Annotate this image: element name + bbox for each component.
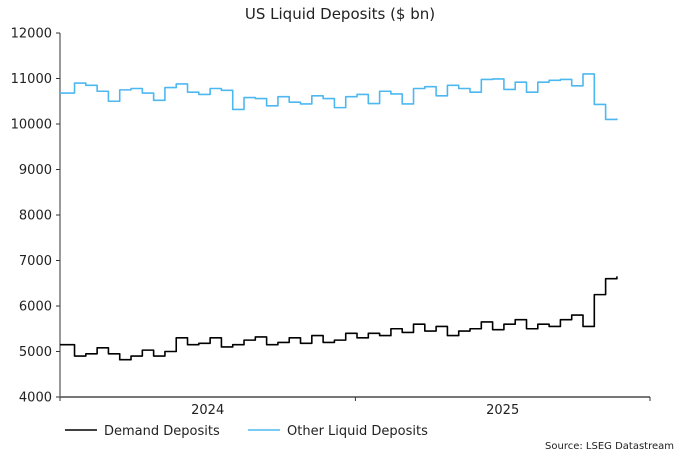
y-tick-label: 4000 — [19, 391, 52, 406]
y-tick-label: 11000 — [11, 72, 52, 87]
plot-area — [60, 73, 618, 361]
legend-label-other: Other Liquid Deposits — [287, 424, 428, 439]
y-tick-label: 8000 — [19, 209, 52, 224]
y-tick-label: 10000 — [11, 118, 52, 133]
x-tick-label: 2024 — [191, 403, 224, 418]
y-tick-label: 5000 — [19, 345, 52, 360]
chart-title: US Liquid Deposits ($ bn) — [245, 5, 435, 23]
x-axis: 2024 2025 — [59, 396, 651, 418]
series-line-other-liquid-deposits — [60, 73, 618, 121]
y-tick-label: 7000 — [19, 254, 52, 269]
y-tick-label: 9000 — [19, 163, 52, 178]
legend: Demand Deposits Other Liquid Deposits — [65, 424, 428, 439]
x-tick-label: 2025 — [486, 403, 519, 418]
source-note: Source: LSEG Datastream — [545, 441, 674, 452]
y-tick-label: 6000 — [19, 300, 52, 315]
series-line-demand-deposits — [60, 276, 618, 361]
y-tick-label: 12000 — [11, 27, 52, 42]
legend-label-demand: Demand Deposits — [104, 424, 220, 439]
y-axis: 4000 5000 6000 7000 8000 9000 10000 11000 12000 — [11, 27, 61, 406]
